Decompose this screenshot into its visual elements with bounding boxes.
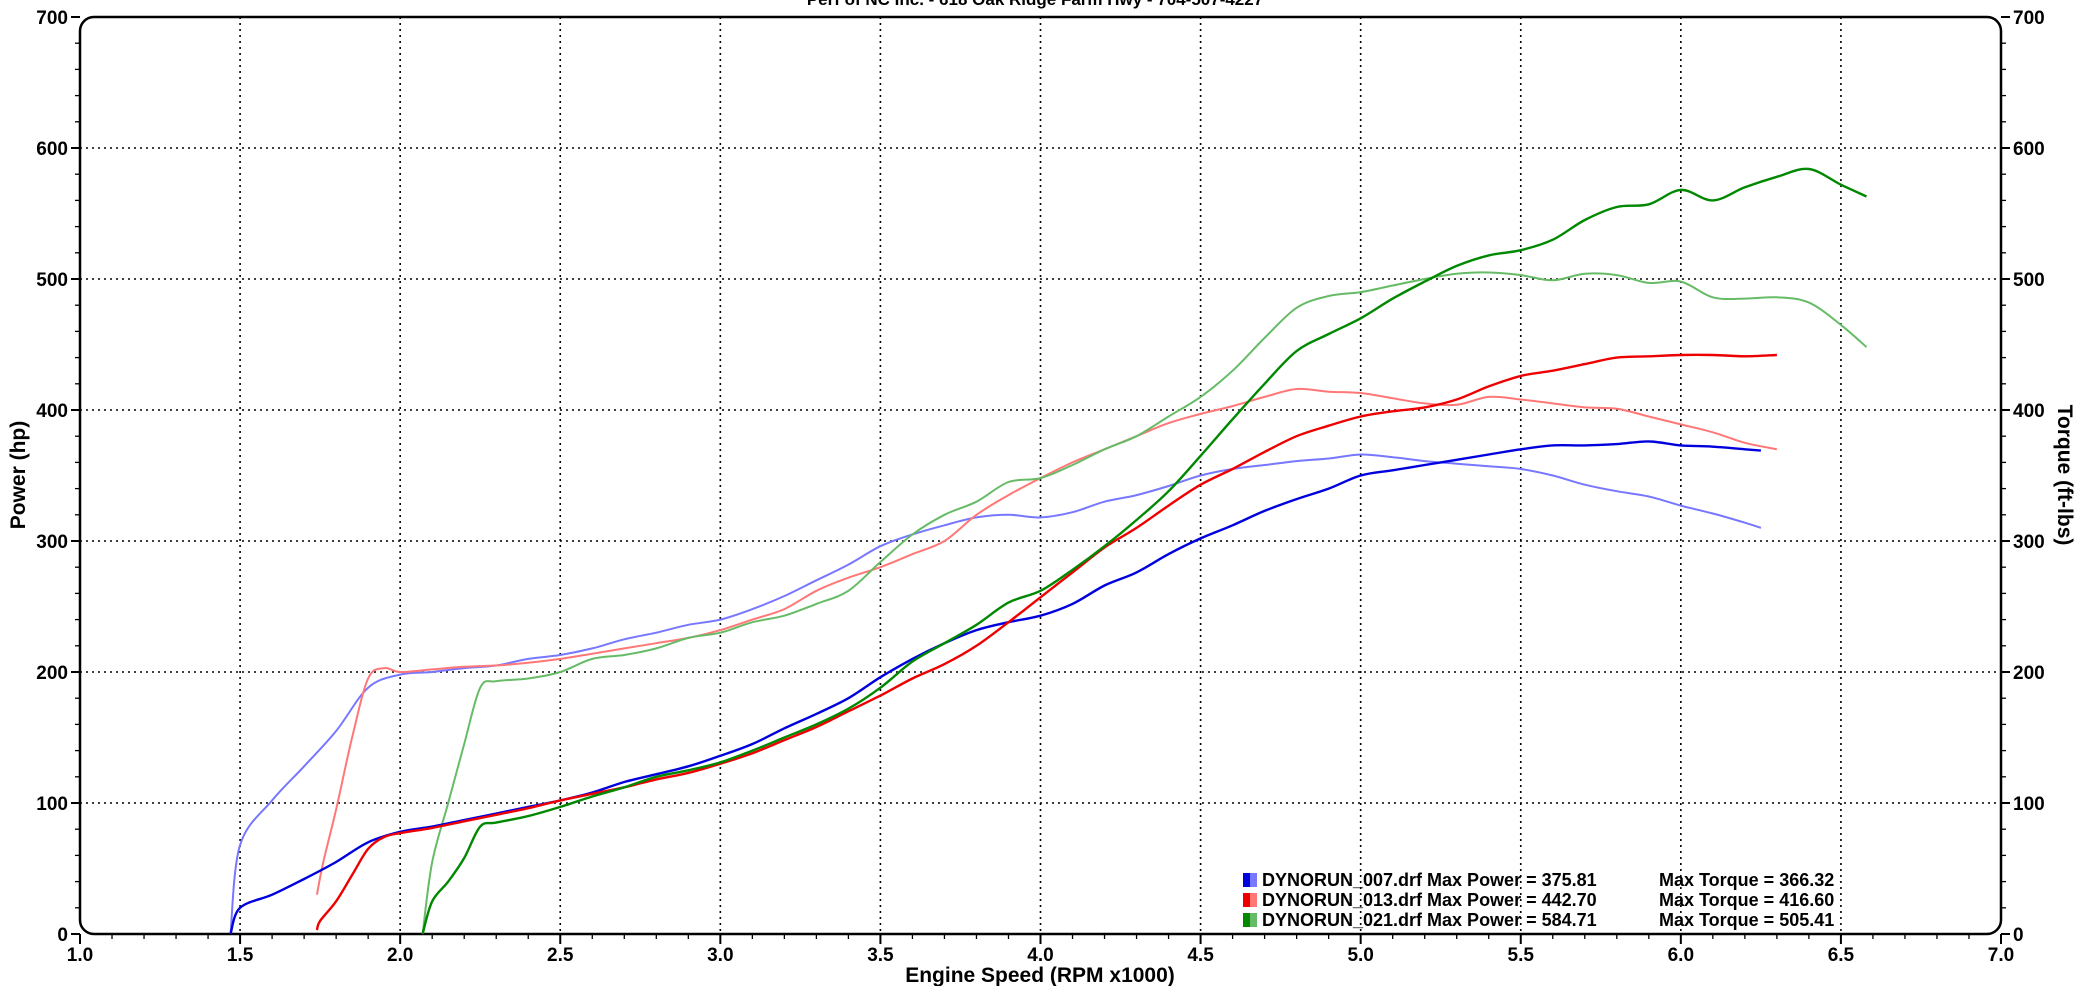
x-tick-label: 4.0: [1027, 945, 1053, 966]
x-tick-label: 5.0: [1347, 945, 1373, 966]
y-tick-label: 200: [36, 663, 68, 684]
legend-swatch-power: [1243, 913, 1250, 927]
y2-tick-label: 400: [2013, 401, 2045, 422]
x-axis-title: Engine Speed (RPM x1000): [905, 964, 1175, 986]
y-tick-label: 400: [36, 401, 68, 422]
legend-swatch-power: [1243, 873, 1250, 887]
y2-tick-label: 0: [2013, 925, 2024, 946]
legend-run-label: DYNORUN_007.drf Max Power = 375.81: [1262, 870, 1597, 890]
y-tick-label: 700: [36, 8, 68, 29]
torque-line: [229, 453, 1762, 935]
legend-run-label: DYNORUN_021.drf Max Power = 584.71: [1262, 910, 1597, 930]
y2-tick-label: 700: [2013, 8, 2045, 29]
power-line: [229, 440, 1761, 935]
torque-line: [315, 387, 1778, 895]
legend-torque-label: Max Torque = 416.60: [1659, 890, 1834, 910]
x-tick-label: 1.0: [67, 945, 93, 966]
plot-frame: [78, 15, 2003, 936]
y2-tick-label: 500: [2013, 270, 2045, 291]
x-tick-label: 3.5: [867, 945, 894, 966]
legend-swatch-power: [1243, 893, 1250, 907]
y-tick-label: 600: [36, 139, 68, 160]
y-tick-label: 500: [36, 270, 68, 291]
tick-labels: 1.0 1.5 2.0 2.5 3.0 3.5 4.0 4.5 5.0 5.5 6.0 6.5 7.00…: [36, 8, 2044, 966]
legend: DYNORUN_007.drf Max Power = 375.81 Max To…: [1243, 870, 1834, 930]
legend-run-label: DYNORUN_013.drf Max Power = 442.70: [1262, 890, 1597, 910]
x-tick-label: 7.0: [1988, 945, 2014, 966]
y2-tick-label: 600: [2013, 139, 2045, 160]
x-tick-label: 2.5: [547, 945, 574, 966]
y-tick-label: 300: [36, 532, 68, 553]
series-lines: [229, 167, 1868, 935]
grid: [80, 17, 2001, 934]
y2-tick-label: 300: [2013, 532, 2045, 553]
power-line: [421, 167, 1868, 935]
axis-ticks: [71, 16, 2010, 944]
y2-tick-label: 200: [2013, 663, 2045, 684]
x-tick-label: 6.0: [1668, 945, 1694, 966]
power-line: [315, 353, 1777, 931]
x-tick-label: 1.5: [227, 945, 254, 966]
y-tick-label: 100: [36, 794, 68, 815]
chart-header: Perf of NC Inc. - 618 Oak Ridge Farm Hwy…: [807, 0, 1263, 9]
y2-axis-title: Torque (ft-lbs): [2053, 405, 2076, 546]
legend-swatch-torque: [1250, 893, 1257, 907]
x-tick-label: 5.5: [1508, 945, 1535, 966]
x-tick-label: 6.5: [1828, 945, 1855, 966]
legend-torque-label: Max Torque = 366.32: [1659, 870, 1834, 890]
legend-torque-label: Max Torque = 505.41: [1659, 910, 1834, 930]
legend-swatch-torque: [1250, 913, 1257, 927]
y2-tick-label: 100: [2013, 794, 2045, 815]
legend-swatch-torque: [1250, 873, 1257, 887]
y-axis-title: Power (hp): [7, 421, 30, 530]
y-tick-label: 0: [57, 925, 68, 946]
torque-line: [421, 271, 1868, 935]
x-tick-label: 3.0: [707, 945, 733, 966]
x-tick-label: 4.5: [1187, 945, 1214, 966]
x-tick-label: 2.0: [387, 945, 413, 966]
